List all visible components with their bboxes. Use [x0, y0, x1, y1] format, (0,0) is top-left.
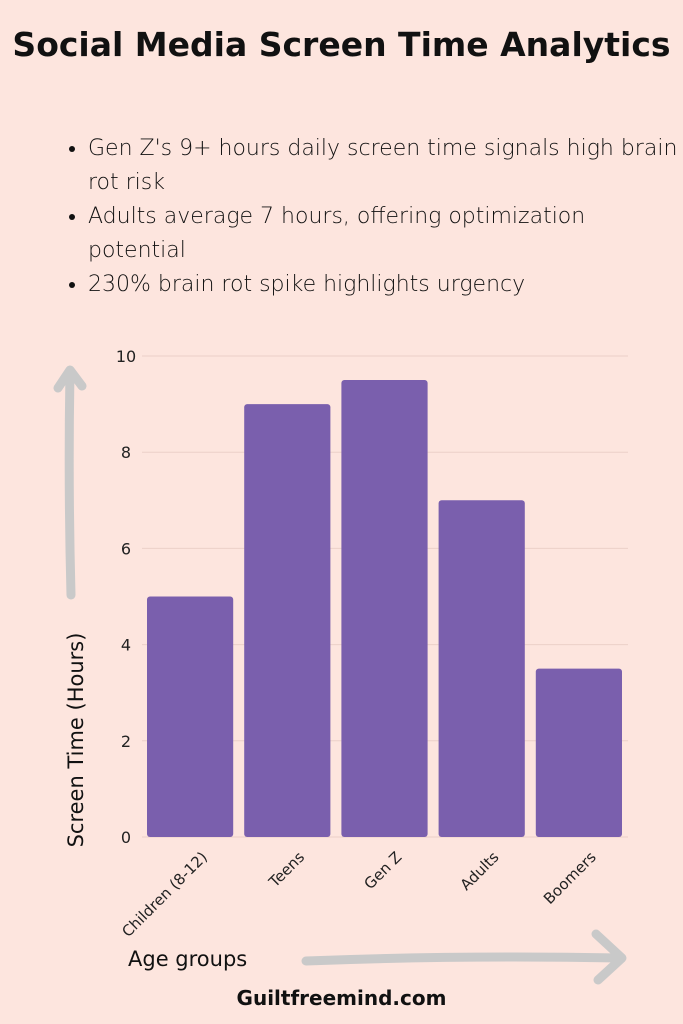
bullet-list: Gen Z's 9+ hours daily screen time signa…	[62, 132, 683, 302]
x-axis-label: Age groups	[128, 947, 247, 971]
bullet-item: Adults average 7 hours, offering optimiz…	[88, 200, 683, 268]
x-axis-arrow-icon	[301, 929, 627, 985]
x-tick-label: Children (8-12)	[118, 848, 211, 941]
bar	[244, 404, 331, 837]
x-tick-label: Adults	[457, 848, 503, 894]
y-axis-arrow-icon	[53, 365, 87, 600]
bar	[341, 380, 428, 837]
x-tick-label: Boomers	[540, 848, 600, 908]
x-tick-label: Gen Z	[360, 848, 405, 893]
y-tick-label: 8	[121, 443, 131, 462]
bullet-item: Gen Z's 9+ hours daily screen time signa…	[88, 132, 683, 200]
bar	[438, 500, 525, 837]
y-tick-label: 10	[116, 347, 136, 366]
y-tick-label: 6	[121, 539, 131, 558]
y-tick-label: 2	[121, 732, 131, 751]
y-tick-label: 0	[121, 828, 131, 847]
y-axis-label: Screen Time (Hours)	[64, 633, 88, 848]
y-tick-label: 4	[121, 636, 131, 655]
bar	[147, 596, 234, 837]
page-title: Social Media Screen Time Analytics	[12, 25, 671, 64]
x-tick-label: Teens	[265, 848, 309, 892]
bar	[535, 668, 622, 837]
bullet-item: 230% brain rot spike highlights urgency	[88, 268, 683, 302]
footer-site: Guiltfreemind.com	[236, 986, 447, 1010]
